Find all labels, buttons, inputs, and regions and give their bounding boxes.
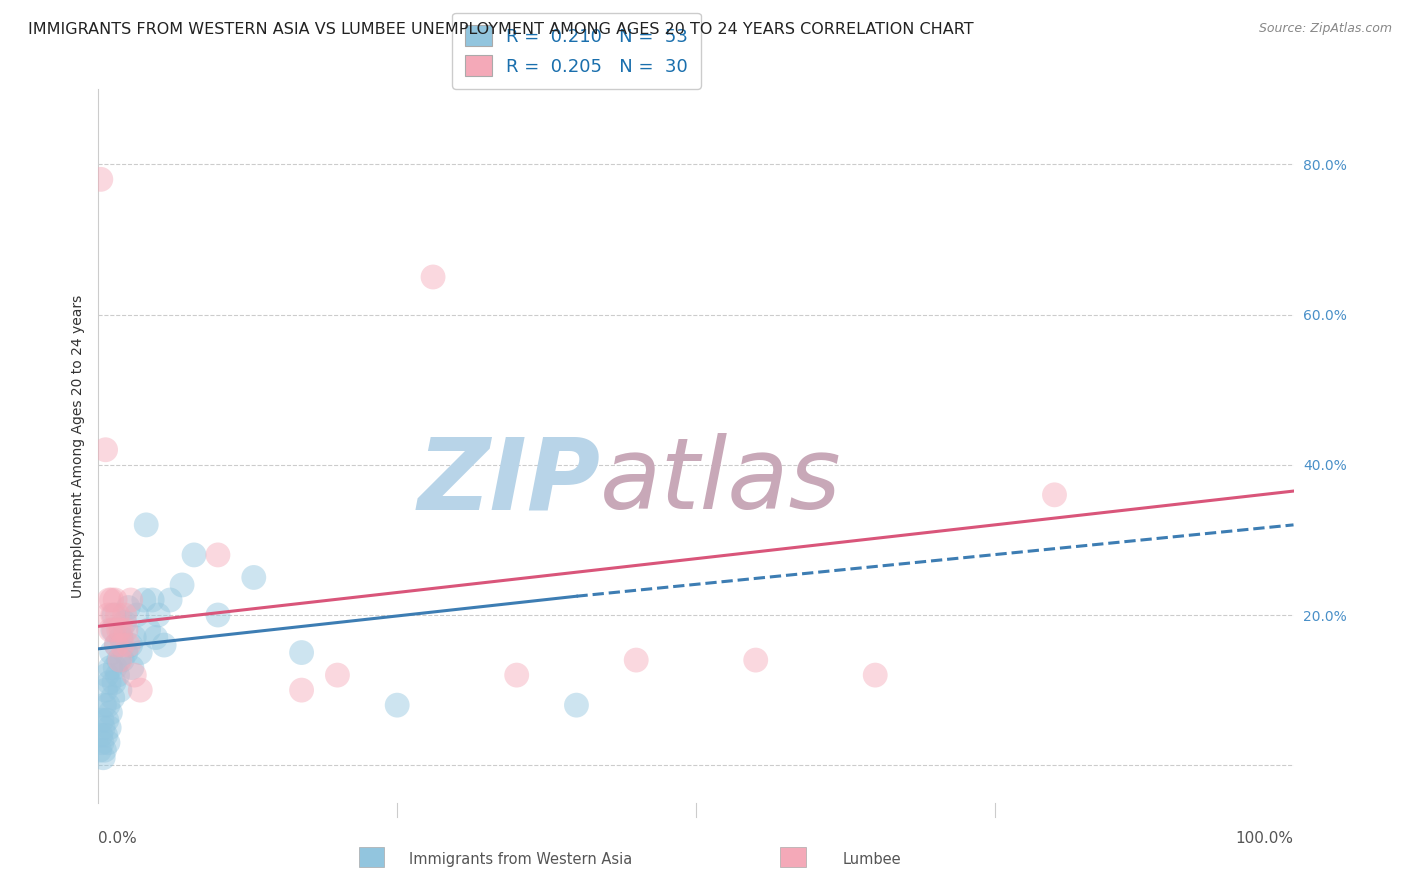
Point xyxy=(97,698,120,713)
Point xyxy=(89,743,111,757)
Point xyxy=(326,668,349,682)
Point xyxy=(101,690,124,705)
Point xyxy=(124,631,146,645)
Point xyxy=(132,593,155,607)
Point xyxy=(129,646,152,660)
Point xyxy=(93,698,115,713)
Point xyxy=(111,653,134,667)
Y-axis label: Unemployment Among Ages 20 to 24 years: Unemployment Among Ages 20 to 24 years xyxy=(70,294,84,598)
Point xyxy=(103,675,125,690)
Point xyxy=(100,593,122,607)
Point xyxy=(422,270,444,285)
Point xyxy=(103,623,125,637)
Point xyxy=(121,660,143,674)
Point xyxy=(98,721,121,735)
Point xyxy=(90,172,112,186)
Point xyxy=(115,623,138,637)
Point xyxy=(506,668,529,682)
Legend: R =  0.210   N =  53, R =  0.205   N =  30: R = 0.210 N = 53, R = 0.205 N = 30 xyxy=(453,12,700,88)
Point xyxy=(108,653,131,667)
Point xyxy=(565,698,588,713)
Point xyxy=(94,683,117,698)
Point xyxy=(96,713,118,727)
Point xyxy=(138,623,160,637)
Point xyxy=(107,607,129,622)
Point xyxy=(243,570,266,584)
Point xyxy=(91,736,114,750)
Point xyxy=(101,607,124,622)
Point xyxy=(135,517,157,532)
Point xyxy=(110,631,132,645)
Point xyxy=(183,548,205,562)
Point xyxy=(91,721,114,735)
Point xyxy=(93,743,115,757)
Text: Lumbee: Lumbee xyxy=(842,852,901,867)
Point xyxy=(148,607,170,622)
Text: atlas: atlas xyxy=(600,434,842,530)
Point xyxy=(105,638,128,652)
Point xyxy=(107,668,129,682)
Point xyxy=(141,593,163,607)
Point xyxy=(96,668,118,682)
Text: 100.0%: 100.0% xyxy=(1236,831,1294,847)
Point xyxy=(105,638,128,652)
Point xyxy=(1043,488,1066,502)
Point xyxy=(125,607,148,622)
Point xyxy=(172,578,194,592)
Point xyxy=(97,607,120,622)
Text: Immigrants from Western Asia: Immigrants from Western Asia xyxy=(409,852,631,867)
Point xyxy=(98,623,122,637)
Point xyxy=(291,646,314,660)
Point xyxy=(107,623,129,637)
Point xyxy=(94,728,117,742)
Point xyxy=(90,728,112,742)
Point xyxy=(291,683,314,698)
Point xyxy=(98,593,121,607)
Point xyxy=(745,653,768,667)
Point xyxy=(91,713,114,727)
Text: IMMIGRANTS FROM WESTERN ASIA VS LUMBEE UNEMPLOYMENT AMONG AGES 20 TO 24 YEARS CO: IMMIGRANTS FROM WESTERN ASIA VS LUMBEE U… xyxy=(28,22,974,37)
Point xyxy=(120,638,142,652)
Point xyxy=(117,638,139,652)
Point xyxy=(101,623,124,637)
Point xyxy=(98,675,121,690)
Point xyxy=(145,631,167,645)
Point xyxy=(114,615,136,630)
Point xyxy=(124,668,146,682)
Point xyxy=(107,653,129,667)
Point xyxy=(110,623,132,637)
Point xyxy=(207,607,229,622)
Point xyxy=(104,660,127,674)
Text: ZIP: ZIP xyxy=(418,434,600,530)
Text: Source: ZipAtlas.com: Source: ZipAtlas.com xyxy=(1258,22,1392,36)
Point xyxy=(91,750,114,764)
Point xyxy=(98,706,122,720)
Text: 0.0%: 0.0% xyxy=(98,831,138,847)
Point xyxy=(129,683,152,698)
Point xyxy=(98,660,122,674)
Point xyxy=(865,668,887,682)
Point xyxy=(153,638,176,652)
Point xyxy=(104,593,127,607)
Point xyxy=(115,646,138,660)
Point xyxy=(114,607,136,622)
Point xyxy=(108,683,131,698)
Point xyxy=(111,638,134,652)
Point xyxy=(159,593,181,607)
Point xyxy=(100,646,122,660)
Point xyxy=(97,736,120,750)
Point xyxy=(117,600,139,615)
Point xyxy=(94,442,117,457)
Point xyxy=(626,653,648,667)
Point xyxy=(385,698,409,713)
Point xyxy=(103,607,125,622)
Point xyxy=(120,593,142,607)
Point xyxy=(207,548,229,562)
